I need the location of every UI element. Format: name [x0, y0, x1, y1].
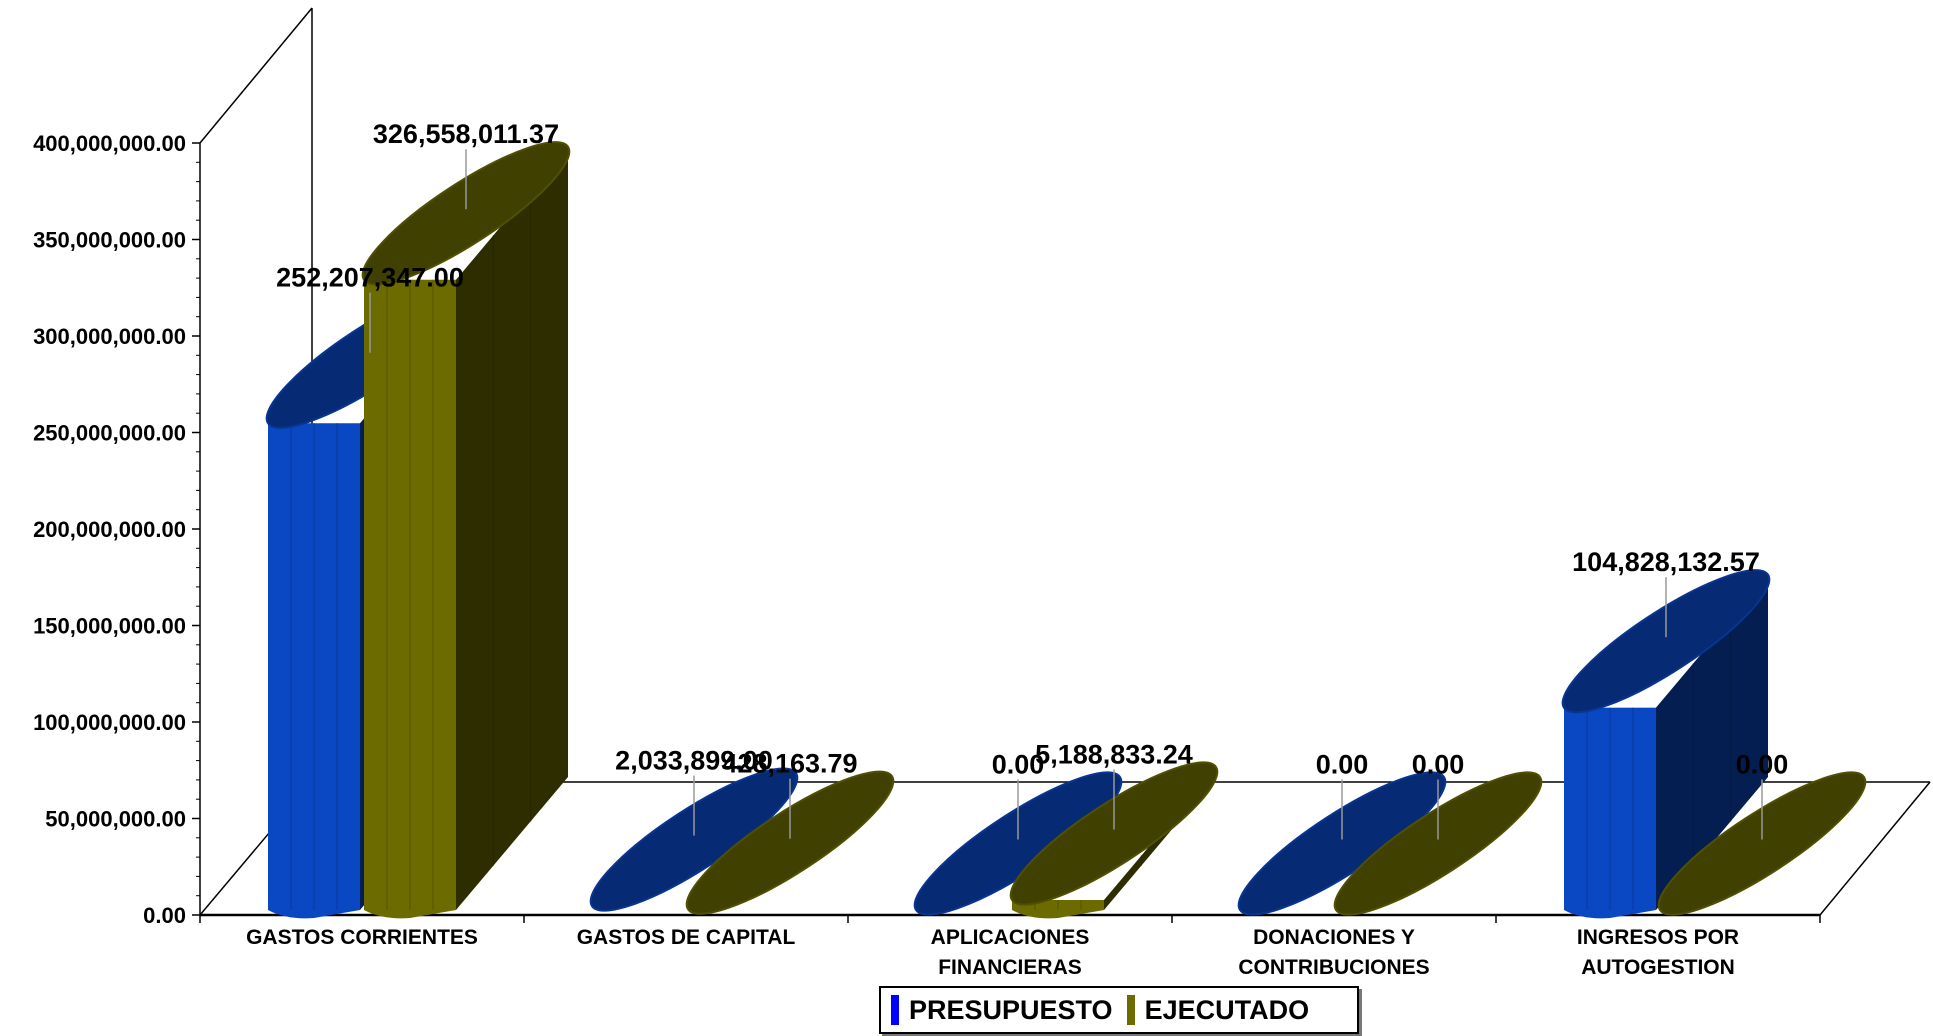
data-label: 428,163.79 [722, 749, 857, 779]
data-label: 5,188,833.24 [1035, 739, 1193, 769]
bar-ejecutado [685, 770, 895, 915]
x-axis: GASTOS CORRIENTES GASTOS DE CAPITAL APLICA… [199, 915, 1821, 979]
bar-top-cap [589, 767, 799, 912]
legend-label-ejecutado: EJECUTADO [1144, 994, 1310, 1025]
x-category-label: GASTOS DE CAPITAL [577, 926, 796, 949]
bar-bottom [1564, 910, 1656, 919]
legend-swatch-presupuesto [891, 995, 899, 1025]
bars [265, 141, 1867, 919]
bar-side [456, 146, 568, 910]
y-tick-label: 300,000,000.00 [33, 324, 186, 349]
bar-bottom [268, 910, 360, 919]
x-category-label: INGRESOS POR AUTOGESTION [1577, 926, 1739, 979]
legend-item-ejecutado: EJECUTADO [1126, 994, 1310, 1026]
bar-top-cap [1333, 771, 1543, 916]
y-tick-label: 200,000,000.00 [33, 517, 186, 542]
y-tick-label: 250,000,000.00 [33, 421, 186, 446]
data-label: 0.00 [1736, 750, 1789, 780]
bar-ejecutado [1333, 771, 1543, 916]
y-tick-label: 100,000,000.00 [33, 710, 186, 735]
legend-swatch-ejecutado [1126, 995, 1135, 1025]
bar-presupuesto [1561, 569, 1771, 919]
x-category-label-line: GASTOS CORRIENTES [246, 926, 478, 949]
data-label: 0.00 [992, 750, 1045, 780]
bar-bottom [364, 910, 456, 919]
bar-top-cap [685, 770, 895, 915]
legend-label-presupuesto: PRESUPUESTO [909, 994, 1113, 1025]
x-category-label-line: APLICACIONES [931, 926, 1090, 949]
data-label: 0.00 [1316, 750, 1369, 780]
bar-side [1656, 574, 1768, 910]
legend: PRESUPUESTO EJECUTADO [879, 986, 1359, 1034]
bar-ejecutado [1009, 761, 1219, 919]
data-label: 2,033,899.00 [615, 746, 773, 776]
bar-bottom [1012, 910, 1104, 919]
bar-top-cap [1657, 771, 1867, 916]
x-category-label-line: FINANCIERAS [938, 956, 1082, 979]
bar-presupuesto [589, 767, 799, 912]
data-label: 252,207,347.00 [276, 263, 464, 293]
x-category-label-line: GASTOS DE CAPITAL [577, 926, 796, 949]
bar-top-cap [1009, 761, 1219, 906]
bar-ejecutado [1657, 771, 1867, 916]
bar-top-cap [1561, 569, 1771, 714]
floor-right-edge [1819, 781, 1931, 916]
data-label: 0.00 [1412, 750, 1465, 780]
data-label: 104,828,132.57 [1572, 547, 1760, 577]
y-tick-label: 150,000,000.00 [33, 614, 186, 639]
x-category-label-line: DONACIONES Y [1253, 926, 1415, 949]
bar-top-cap [361, 141, 571, 286]
bar-ejecutado [361, 141, 571, 919]
x-category-label-line: CONTRIBUCIONES [1238, 956, 1429, 979]
legend-item-presupuesto: PRESUPUESTO [891, 995, 1113, 1026]
x-category-label-line: AUTOGESTION [1581, 956, 1735, 979]
x-category-label: APLICACIONES FINANCIERAS [931, 926, 1090, 979]
x-category-label-line: INGRESOS POR [1577, 926, 1739, 949]
y-tick-label: 0.00 [143, 903, 186, 928]
y-tick-label: 50,000,000.00 [45, 807, 186, 832]
data-labels: 252,207,347.00 326,558,011.37 2,033,899.00… [276, 119, 1789, 840]
y-tick-label: 400,000,000.00 [33, 131, 186, 156]
y-axis: 0.00 50,000,000.00 100,000,000.00 150,000,0… [33, 131, 200, 928]
x-category-label: DONACIONES Y CONTRIBUCIONES [1238, 926, 1429, 979]
data-label: 326,558,011.37 [373, 119, 559, 149]
x-category-label: GASTOS CORRIENTES [246, 926, 478, 949]
y-tick-label: 350,000,000.00 [33, 228, 186, 253]
wall-top-edge [199, 7, 313, 144]
